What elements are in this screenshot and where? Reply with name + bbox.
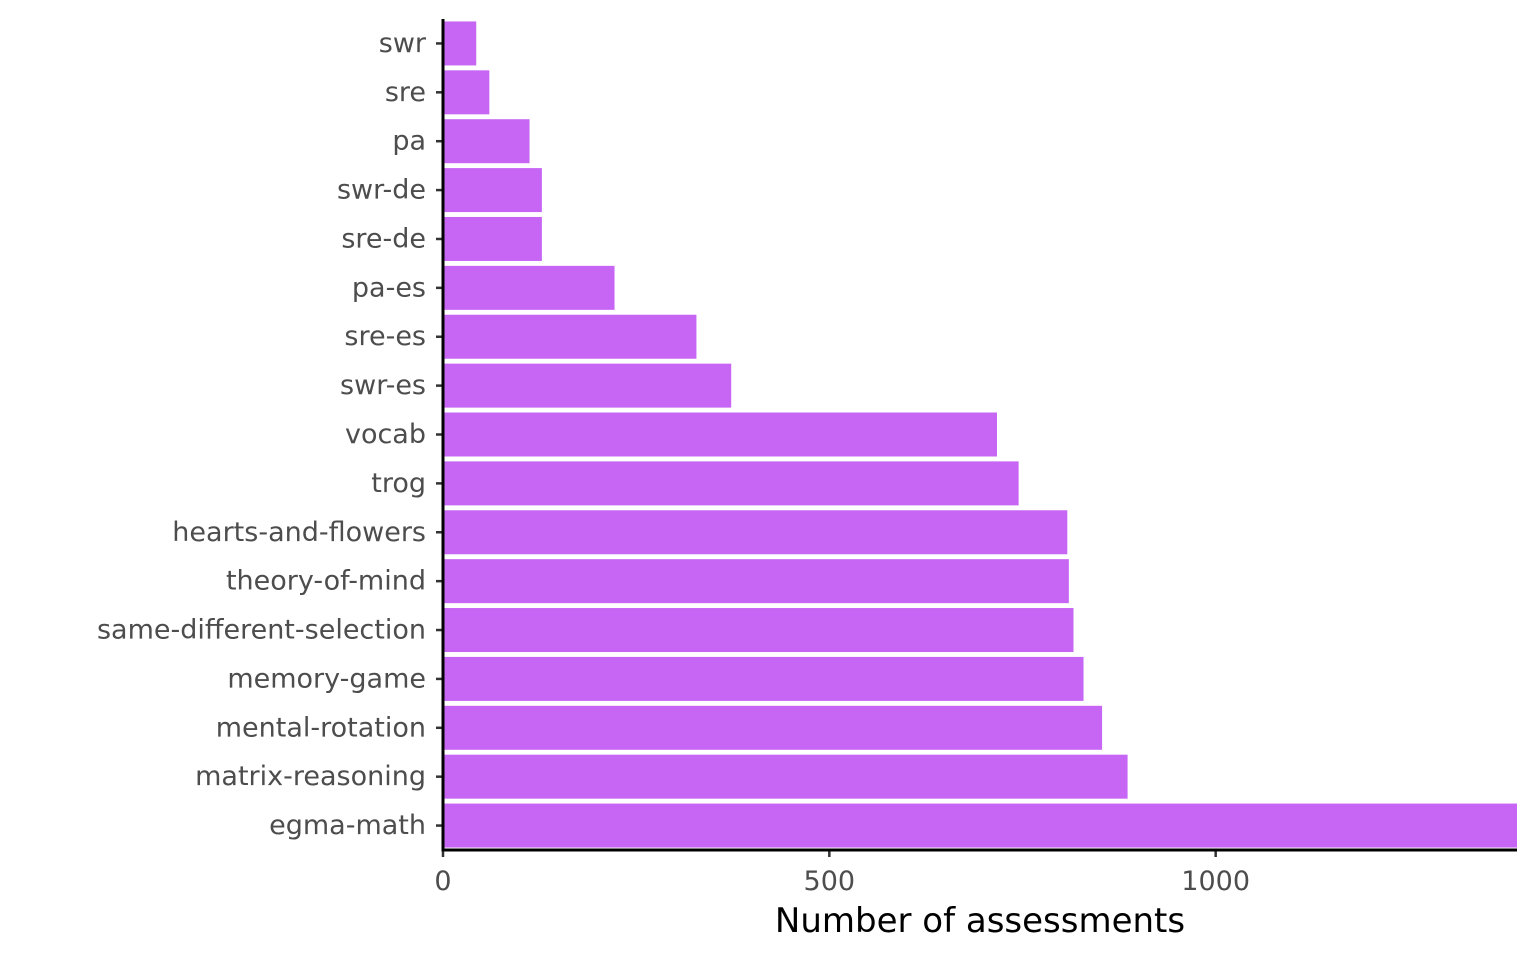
- y-axis-ticks: swr sre pa swr-de sre-de pa-es sre-es swr-es voc…: [97, 28, 443, 841]
- bar-theory-of-mind: [443, 559, 1069, 604]
- y-tick-label: swr-de: [337, 175, 426, 206]
- y-tick-label: swr-es: [340, 370, 426, 401]
- bar-mental-rotation: [443, 705, 1103, 750]
- bar-vocab: [443, 412, 997, 457]
- y-tick-label: mental-rotation: [216, 712, 426, 743]
- x-axis-title: Number of assessments: [775, 901, 1185, 941]
- bar-swr: [443, 21, 477, 66]
- x-axis-ticks: 0 500 1000: [434, 850, 1250, 897]
- bar-sre-es: [443, 314, 697, 359]
- x-tick-label: 500: [804, 866, 856, 897]
- y-tick-label: theory-of-mind: [226, 566, 426, 597]
- y-tick-label: sre-de: [341, 223, 426, 254]
- y-tick-label: vocab: [345, 419, 426, 450]
- y-tick-label: matrix-reasoning: [195, 761, 426, 792]
- y-tick-label: sre-es: [344, 321, 426, 352]
- y-tick-label: trog: [371, 468, 426, 499]
- x-tick-label: 0: [434, 866, 451, 897]
- bar-memory-game: [443, 656, 1084, 701]
- bar-sre-de: [443, 216, 542, 261]
- y-tick-label: memory-game: [227, 663, 426, 694]
- bar-hearts-and-flowers: [443, 510, 1068, 555]
- bar-pa-es: [443, 265, 615, 310]
- y-tick-label: swr: [379, 28, 427, 59]
- bar-trog: [443, 461, 1019, 506]
- y-tick-label: egma-math: [269, 810, 426, 841]
- y-tick-label: same-different-selection: [97, 615, 426, 646]
- y-tick-label: pa-es: [352, 272, 426, 303]
- bars-group: [443, 21, 1517, 848]
- bar-swr-de: [443, 168, 542, 213]
- bar-matrix-reasoning: [443, 754, 1128, 799]
- bar-sre: [443, 70, 490, 115]
- bar-swr-es: [443, 363, 732, 408]
- bar-same-different-selection: [443, 608, 1074, 653]
- bar-pa: [443, 119, 530, 164]
- x-tick-label: 1000: [1181, 866, 1250, 897]
- bar-egma-math: [443, 803, 1517, 848]
- y-tick-label: hearts-and-flowers: [172, 517, 426, 548]
- y-tick-label: pa: [392, 126, 426, 157]
- y-tick-label: sre: [385, 77, 426, 108]
